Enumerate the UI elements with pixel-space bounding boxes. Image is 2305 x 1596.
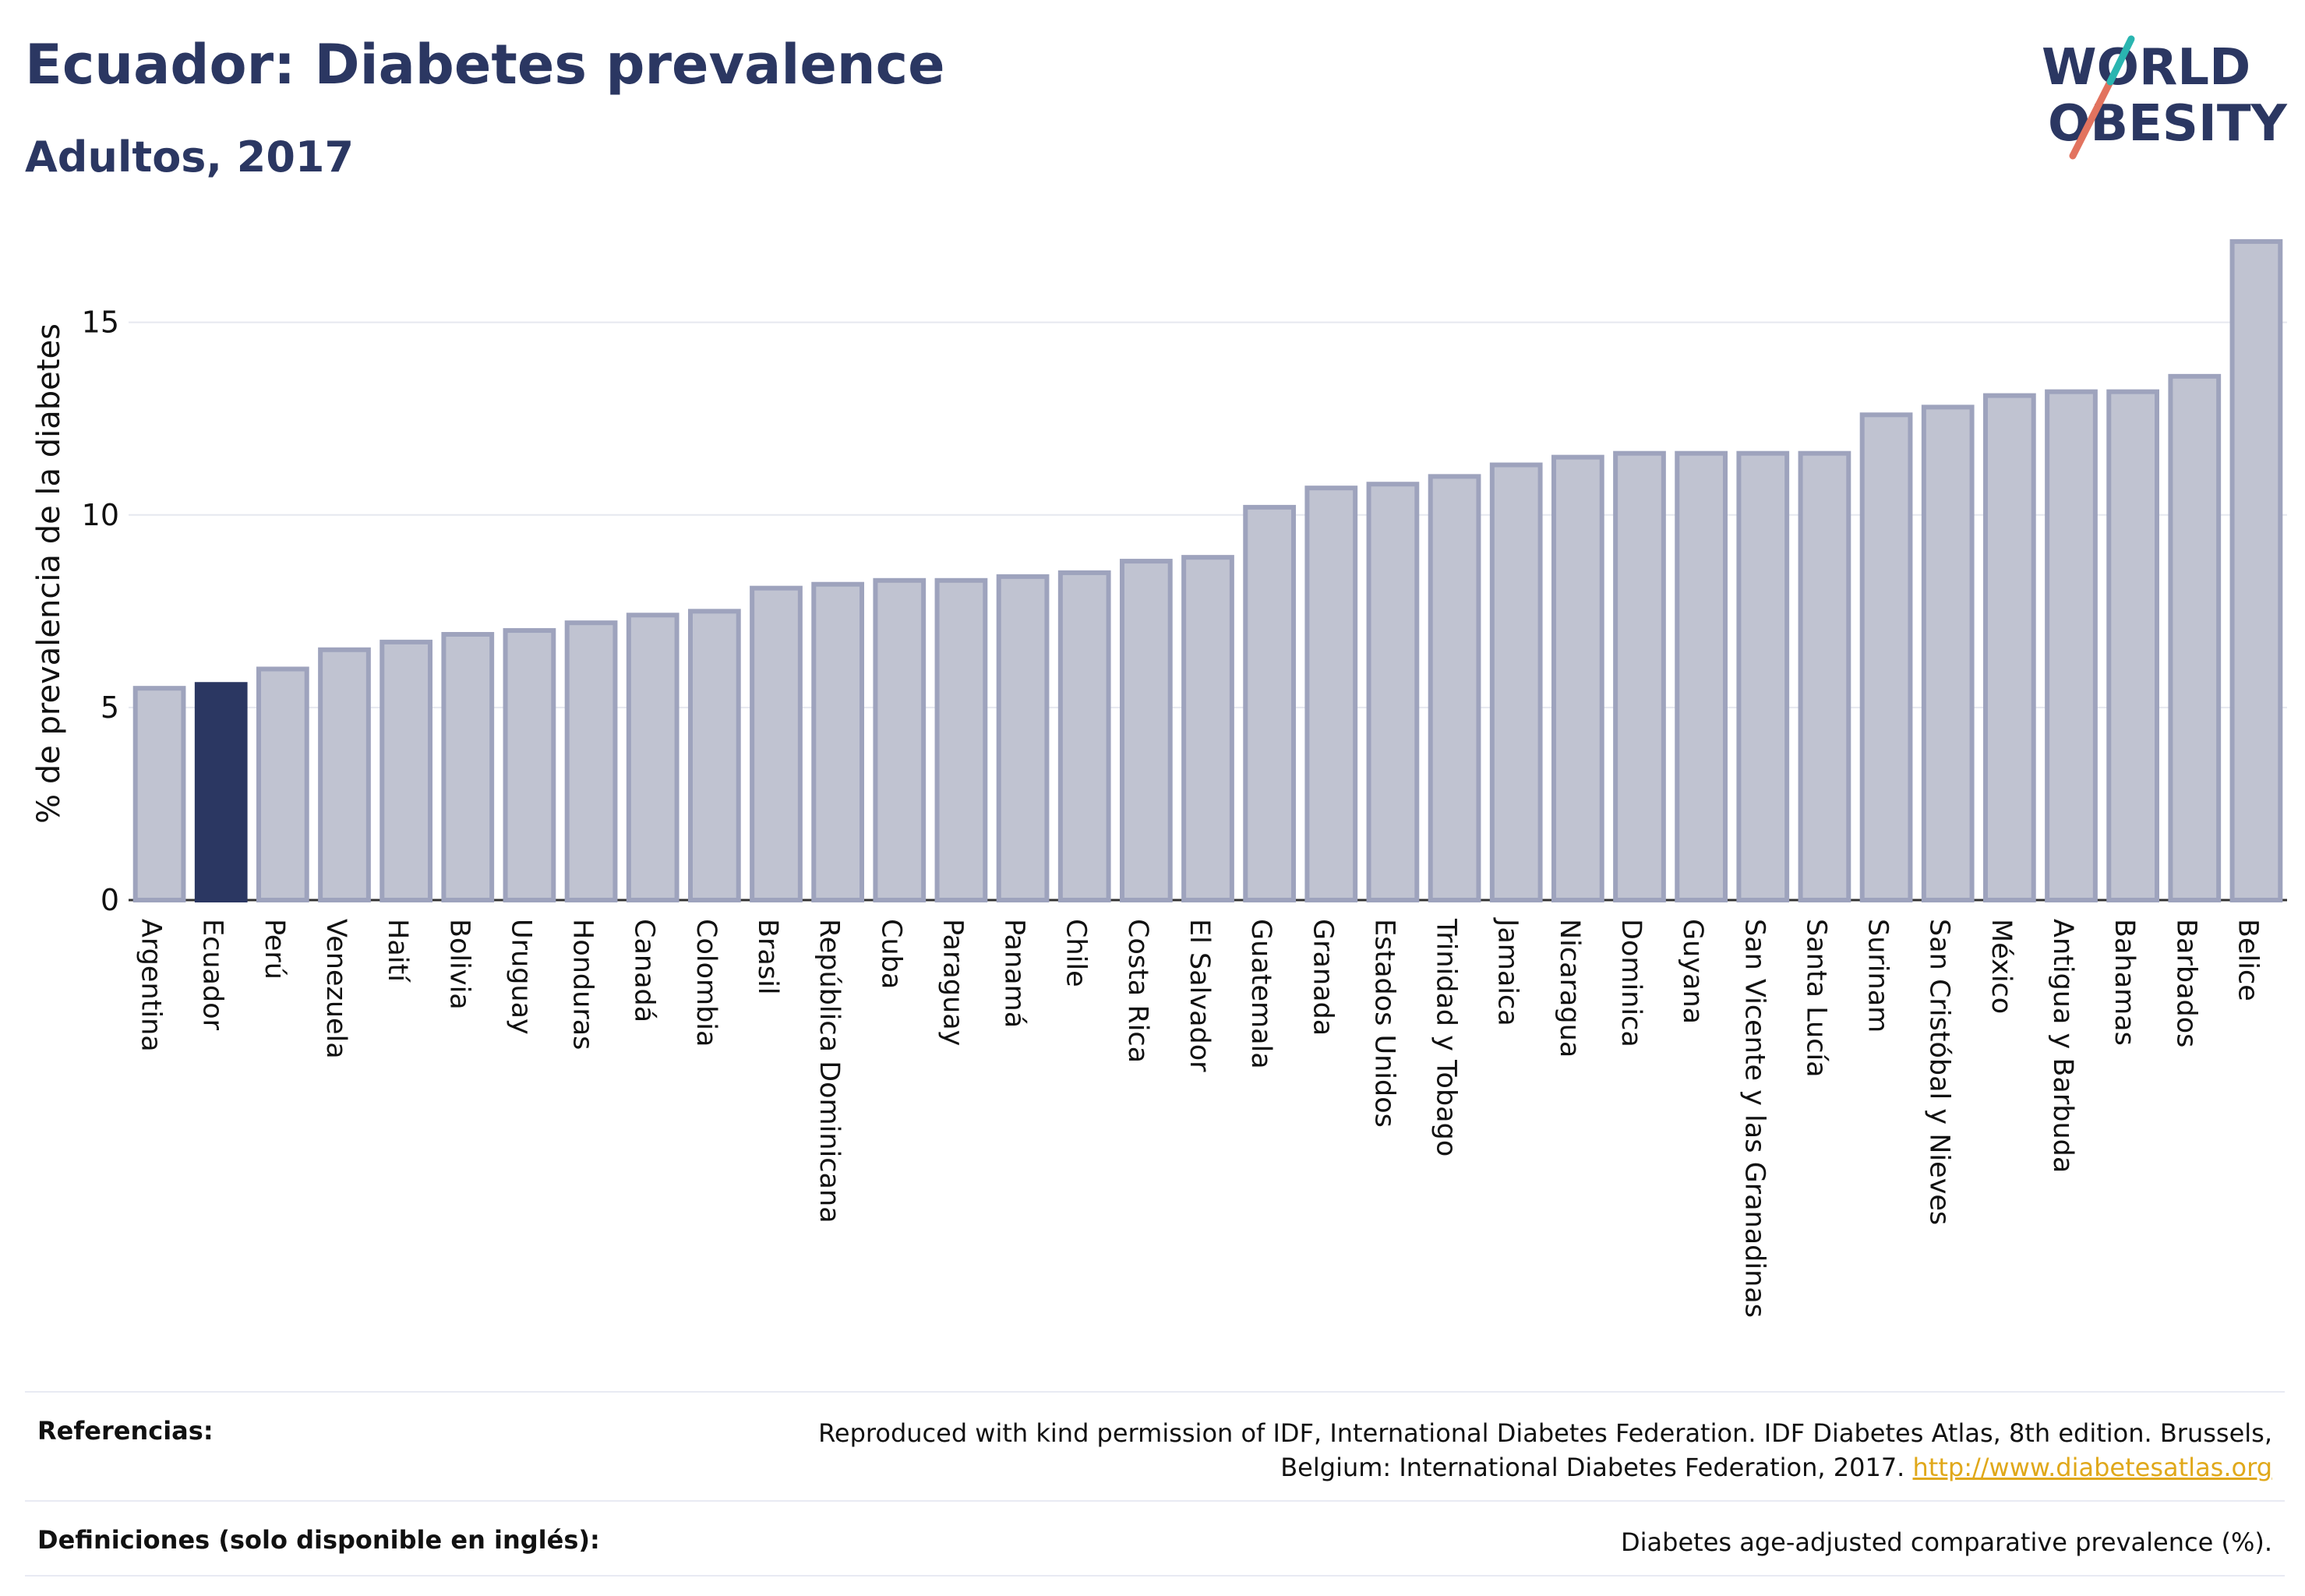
category-label: Antigua y Barbuda [2047,919,2078,1173]
bar[interactable] [318,647,371,902]
category-label: Chile [1061,919,1092,987]
category-label: Trinidad y Tobago [1431,918,1462,1156]
bar[interactable] [1736,450,1790,902]
logo-line1: WORLD [2042,39,2250,97]
bar[interactable] [996,574,1050,902]
bar[interactable] [1243,504,1297,902]
category-label: Guyana [1677,919,1708,1024]
category-label: Perú [259,919,290,980]
references-row: Referencias: Reproduced with kind permis… [25,1391,2285,1500]
definitions-row: Definiciones (solo disponible en inglés)… [25,1500,2285,1577]
bar[interactable] [1613,450,1666,902]
bar[interactable] [256,666,309,902]
bar[interactable] [873,577,927,902]
y-tick-label: 10 [82,498,119,532]
category-label: Costa Rica [1122,919,1153,1063]
y-axis-title: % de prevalencia de la diabetes [31,323,67,824]
y-tick-label: 5 [101,690,119,725]
bar[interactable] [1428,474,1481,902]
bar[interactable] [811,581,865,902]
category-label: Paraguay [937,919,968,1046]
bar[interactable] [2168,373,2222,902]
category-label: San Vicente y las Granadinas [1738,919,1770,1318]
y-tick-label: 0 [101,883,119,917]
bar-highlight[interactable] [194,682,248,902]
bar[interactable] [1057,570,1111,902]
logo-slash-red [2069,78,2114,160]
page-title: Ecuador: Diabetes prevalence [25,33,945,97]
category-label: Haití [382,919,413,983]
category-label: Panamá [999,919,1030,1028]
bars [132,238,2283,903]
bar[interactable] [750,585,803,902]
bar[interactable] [132,686,186,902]
category-label: Uruguay [505,919,536,1035]
category-label: República Dominicana [814,919,845,1223]
bar[interactable] [1366,482,1420,902]
bar[interactable] [1489,462,1543,902]
category-label: Cuba [875,919,906,989]
bar[interactable] [441,631,495,903]
bar[interactable] [1921,404,1975,902]
category-label: Ecuador [197,919,228,1031]
bar[interactable] [1119,559,1173,903]
category-label: Honduras [567,919,598,1050]
category-label: San Cristóbal y Nieves [1924,919,1955,1225]
bar[interactable] [1181,555,1234,903]
bar[interactable] [379,639,433,902]
bar[interactable] [626,613,679,902]
bar[interactable] [2106,389,2160,902]
category-label: México [1986,919,2017,1014]
definitions-value: Diabetes age-adjusted comparative preval… [1621,1527,2272,1557]
world-obesity-logo[interactable]: WORLD OBESITY [2026,23,2291,171]
bar[interactable] [1982,393,2036,902]
bar[interactable] [1859,412,1913,902]
category-label: Estados Unidos [1368,919,1400,1128]
y-tick-labels: 0 5 10 15 [82,305,119,917]
category-labels: Argentina Ecuador Perú Venezuela Haití Bolivi… [136,917,2264,1318]
category-label: Colombia [690,919,722,1047]
category-label: Guatemala [1245,919,1276,1069]
category-label: Bahamas [2109,919,2140,1046]
page-subtitle: Adultos, 2017 [25,132,355,182]
references-label: Referencias: [37,1416,214,1446]
definitions-label: Definiciones (solo disponible en inglés)… [37,1525,600,1555]
bar[interactable] [1675,450,1728,902]
bar[interactable] [2229,238,2283,902]
category-label: Surinam [1862,919,1894,1033]
category-label: Venezuela [320,919,351,1059]
bar[interactable] [1798,450,1851,902]
logo-slash-teal [2106,35,2135,86]
category-label: Canadá [629,919,660,1022]
bar[interactable] [1304,486,1358,902]
references-text: Reproduced with kind permission of IDF, … [818,1418,2272,1482]
category-label: El Salvador [1184,919,1215,1072]
category-label: Jamaica [1492,917,1523,1026]
bar-chart: 0 5 10 15 Argentina Ecuador Perú Venezuela Hait… [31,238,2287,1318]
category-label: Nicaragua [1554,919,1585,1058]
bar[interactable] [503,628,556,903]
category-label: Santa Lucía [1800,919,1831,1078]
references-value: Reproduced with kind permission of IDF, … [714,1416,2272,1485]
category-label: Belice [2232,919,2263,1001]
footer: Referencias: Reproduced with kind permis… [25,1391,2285,1577]
category-label: Barbados [2170,919,2201,1047]
references-link[interactable]: http://www.diabetesatlas.org [1912,1453,2272,1482]
category-label: Argentina [136,919,167,1052]
category-label: Granada [1307,919,1338,1036]
bar[interactable] [934,577,988,902]
bar[interactable] [687,609,741,902]
category-label: Dominica [1615,919,1647,1047]
bar[interactable] [564,620,618,903]
bar[interactable] [1551,454,1604,902]
category-label: Brasil [752,919,783,995]
y-tick-label: 15 [82,305,119,340]
bar[interactable] [2045,389,2098,902]
category-label: Bolivia [443,919,475,1010]
